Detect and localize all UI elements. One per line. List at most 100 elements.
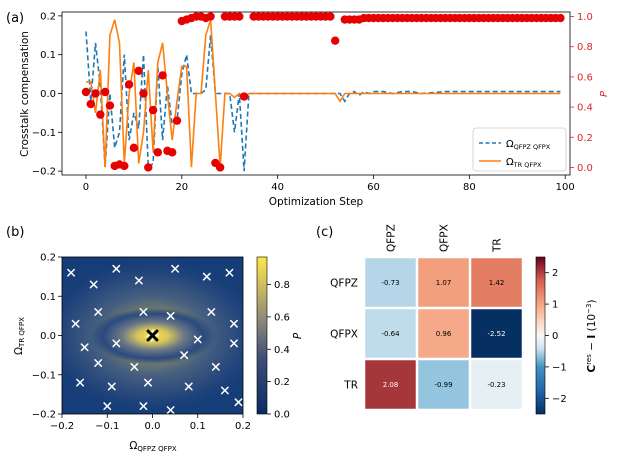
p-point: [86, 99, 95, 109]
panel-c-colorbar-label: Cres − I (10−3): [585, 299, 598, 372]
c-matrix-cell: [471, 360, 522, 409]
panel-b-label: (b): [6, 225, 24, 240]
a-ytick-label: 0.1: [40, 50, 56, 61]
panel-b-heatmap: [62, 257, 243, 414]
c-column-label: QFPZ: [386, 224, 398, 252]
panel-a-ylabel-right: P: [599, 90, 610, 97]
p-point: [168, 148, 177, 157]
sample-marker: [94, 308, 103, 316]
p-point: [144, 163, 153, 172]
panel-b-colorbar-ticks: 0.0 0.2 0.4 0.6 0.8: [267, 280, 290, 421]
panel-b-ylabel: ΩTR QFPX: [13, 317, 26, 355]
sample-marker: [139, 402, 148, 411]
sample-marker: [130, 362, 139, 371]
p-point: [215, 163, 225, 172]
c-colorbar-tick-label: 1: [552, 300, 558, 311]
sample-marker: [211, 362, 220, 371]
a-ytick-label: −0.2: [32, 167, 56, 178]
sample-marker: [193, 335, 202, 344]
a-ytick-label: 0.0: [40, 89, 56, 100]
p-point: [556, 13, 565, 23]
sample-marker: [134, 276, 143, 285]
c-colorbar-tick-label: 0: [552, 331, 558, 342]
best-point-marker: [146, 329, 159, 342]
b-ytick-label: −0.1: [32, 370, 56, 381]
p-point: [100, 87, 110, 97]
c-matrix-value: 1.07: [436, 279, 452, 287]
c-matrix-cell: [471, 309, 522, 358]
p-point: [139, 89, 148, 98]
c-colorbar-tick-label: −1: [552, 362, 567, 373]
c-matrix-cell: [471, 258, 522, 307]
sample-marker: [67, 268, 75, 277]
panel-c-matrix: QFPZ QFPX TR QFPZ -0.73 1.07 1.42 QFPX -0.64 0.96…: [330, 224, 522, 409]
b-ytick-label: 0.2: [40, 253, 56, 264]
p-point: [330, 36, 340, 45]
a-ytick-right-label: 0.4: [577, 103, 593, 114]
sample-marker: [139, 308, 148, 316]
c-column-label: TR: [492, 238, 504, 253]
a-ytick-right-label: 0.6: [577, 72, 593, 83]
sample-marker: [230, 339, 238, 348]
p-point: [239, 92, 249, 101]
p-point: [105, 101, 115, 110]
legend-entry-omega-qfpz: ΩQFPZ QFPX: [506, 139, 551, 151]
sample-marker: [234, 398, 243, 407]
b-xtick-label: 0.2: [235, 421, 251, 432]
c-colorbar-tick-label: 2: [552, 268, 558, 279]
sample-marker: [166, 406, 175, 414]
panel-b-xlabel: ΩQFPZ QFPX: [129, 440, 177, 453]
sample-marker: [144, 378, 152, 387]
p-point: [148, 105, 158, 115]
p-point: [81, 87, 91, 97]
c-matrix-value: -0.99: [434, 381, 452, 389]
c-matrix-value: -0.23: [487, 381, 505, 389]
b-colorbar-tick-label: 0.4: [274, 345, 290, 356]
a-ytick-right-label: 0.8: [577, 42, 593, 53]
c-matrix-value: 0.96: [436, 330, 452, 338]
c-row-label: QFPX: [330, 329, 358, 341]
a-xtick-label: 60: [367, 182, 380, 193]
sample-marker: [220, 386, 229, 395]
sample-marker: [112, 339, 121, 348]
panel-a-axes: 0 20 40 60 80 100 −0.2 −0.1 0.0 0.1 0.2 0.0 0.2 0.4 0.…: [32, 11, 593, 193]
p-point: [153, 148, 163, 157]
sample-marker: [202, 272, 211, 281]
sample-marker: [225, 268, 234, 277]
c-matrix-cell: [365, 360, 416, 409]
a-xtick-label: 80: [463, 182, 476, 193]
c-colorbar-tick-label: −2: [552, 394, 567, 405]
a-xtick-label: 100: [556, 182, 575, 193]
sample-marker: [107, 382, 116, 391]
b-xtick-label: −0.2: [50, 421, 74, 432]
p-point: [235, 12, 244, 21]
a-ytick-right-label: 0.2: [577, 133, 593, 144]
sample-marker: [171, 264, 180, 273]
panel-a-ylabel: Crosstalk compensation: [19, 31, 31, 157]
p-point: [129, 143, 139, 153]
a-ytick-label: 0.2: [40, 11, 56, 22]
p-point: [91, 89, 100, 98]
panel-c-colorbar-ticks: 2 1 0 −1 −2: [545, 268, 567, 405]
sample-marker: [89, 280, 98, 289]
panel-c-colorbar: [535, 256, 546, 415]
c-row-label: TR: [343, 380, 358, 392]
c-matrix-cell: [418, 258, 469, 307]
c-matrix-value: 1.42: [489, 279, 505, 287]
b-ytick-label: 0.0: [40, 331, 56, 342]
a-xtick-label: 40: [271, 182, 284, 193]
panel-a-xlabel: Optimization Step: [269, 196, 364, 208]
a-ytick-right-label: 0.0: [577, 163, 593, 174]
a-ytick-label: −0.1: [32, 128, 56, 139]
sample-marker: [230, 319, 238, 328]
c-matrix-value: -0.64: [381, 330, 400, 338]
sample-marker: [207, 308, 216, 316]
b-ytick-label: 0.1: [40, 292, 56, 303]
a-ytick-right-label: 1.0: [577, 12, 593, 23]
c-matrix-cell: [365, 258, 416, 307]
b-colorbar-tick-label: 0.0: [274, 410, 290, 421]
series-omega-tr-line: [86, 19, 561, 168]
p-point: [172, 116, 182, 125]
b-colorbar-tick-label: 0.2: [274, 377, 290, 388]
